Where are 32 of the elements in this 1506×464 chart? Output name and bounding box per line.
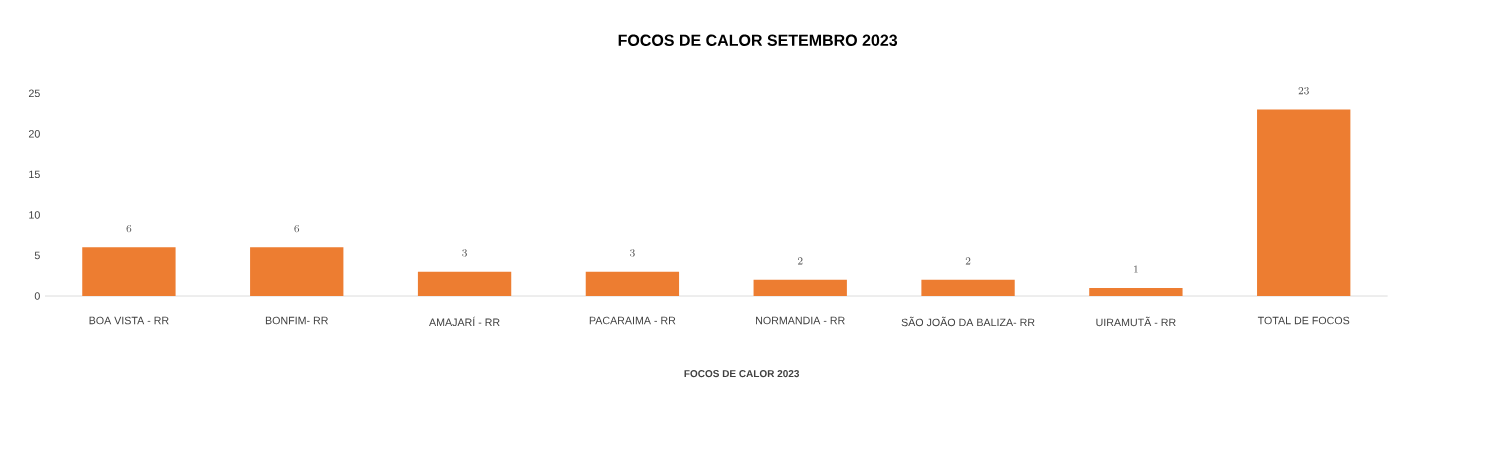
bar (921, 279, 1015, 296)
data-label: 6 (294, 224, 300, 233)
x-tick-label: TOTAL DE FOCOS (1257, 316, 1350, 325)
x-tick-label: BOA VISTA - RR (89, 316, 169, 325)
data-label: 1 (1134, 265, 1138, 273)
x-tick-label: PACARAIMA - RR (589, 316, 676, 325)
x-axis-title: FOCOS DE CALOR 2023 (684, 370, 800, 378)
y-tick-label: 10 (29, 211, 40, 219)
x-tick-label: NORMANDIA - RR (756, 316, 845, 325)
data-label: 23 (1298, 87, 1309, 95)
x-tick-label: SÃO JOÃO DA BALIZA- RR (901, 316, 1035, 327)
bar (585, 271, 680, 296)
bar (1089, 287, 1183, 296)
bar (417, 271, 512, 296)
x-tick-label: UIRAMUTÃ - RR (1096, 316, 1176, 327)
data-label: 3 (462, 249, 467, 257)
y-tick-label: 0 (34, 292, 40, 300)
data-label: 2 (797, 257, 803, 265)
data-label: 2 (965, 257, 971, 265)
y-tick-label: 15 (29, 170, 40, 179)
data-label: 6 (126, 224, 132, 233)
x-tick-label: BONFIM- RR (265, 316, 328, 325)
data-label: 3 (630, 249, 635, 257)
y-tick-label: 20 (28, 130, 40, 138)
bar (250, 247, 344, 296)
bar (1257, 109, 1351, 296)
bar (753, 279, 847, 296)
y-tick-label: 25 (28, 89, 40, 98)
y-tick-label: 5 (34, 251, 40, 260)
bar (82, 247, 176, 296)
x-tick-label: AMAJARÍ - RR (429, 316, 500, 327)
chart-title: FOCOS DE CALOR SETEMBRO 2023 (618, 34, 898, 46)
